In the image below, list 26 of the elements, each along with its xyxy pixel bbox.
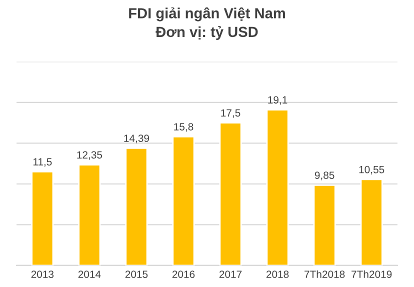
x-tick-label: 7Th2018 bbox=[304, 270, 345, 278]
bar bbox=[172, 136, 195, 266]
bar bbox=[219, 122, 242, 266]
bar bbox=[78, 164, 101, 266]
data-label: 9,85 bbox=[314, 172, 334, 180]
data-label: 14,39 bbox=[124, 134, 150, 144]
data-label: 19,1 bbox=[268, 96, 288, 105]
data-label: 15,8 bbox=[174, 123, 194, 132]
data-label: 11,5 bbox=[33, 158, 52, 167]
data-label: 10,55 bbox=[359, 166, 384, 174]
bar bbox=[125, 147, 148, 266]
chart-title: FDI giải ngân Việt Nam bbox=[129, 7, 285, 22]
bar bbox=[360, 178, 383, 266]
bar bbox=[31, 171, 54, 266]
bar bbox=[313, 184, 336, 266]
x-tick-label: 2018 bbox=[266, 270, 289, 278]
x-tick-label: 2016 bbox=[172, 270, 195, 278]
chart-subtitle: Đơn vị: tỷ USD bbox=[156, 26, 258, 40]
x-tick-label: 7Th2019 bbox=[352, 270, 392, 278]
x-tick-label: 2014 bbox=[78, 270, 101, 278]
bar bbox=[266, 109, 289, 266]
x-tick-label: 2013 bbox=[31, 270, 54, 278]
data-label: 17,5 bbox=[221, 109, 240, 118]
x-tick-label: 2015 bbox=[125, 270, 148, 278]
data-label: 12,35 bbox=[77, 151, 102, 160]
x-tick-label: 2017 bbox=[219, 270, 242, 278]
